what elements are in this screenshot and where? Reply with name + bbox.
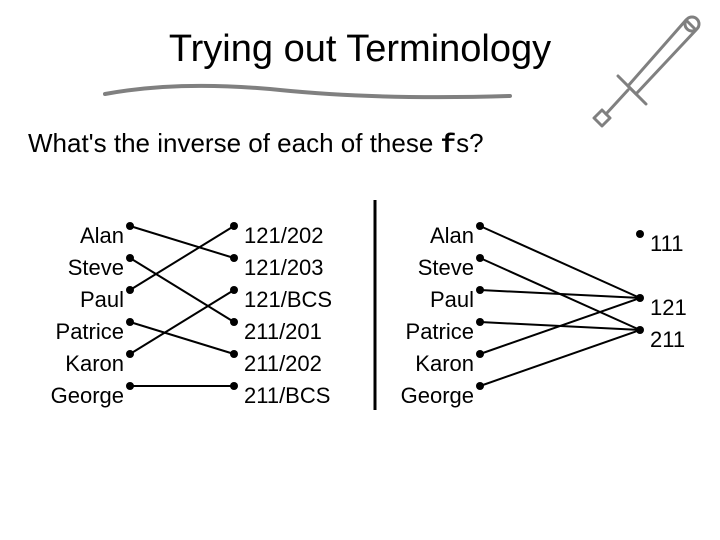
mapping-label: Steve xyxy=(68,252,124,284)
mapping-edge xyxy=(480,330,640,386)
mapping-edge xyxy=(480,290,640,298)
mapping-edge xyxy=(130,322,234,354)
mapping-dot xyxy=(476,254,484,262)
subtitle: What's the inverse of each of these fs? xyxy=(28,128,484,160)
mapping-dot xyxy=(126,222,134,230)
mapping-label: 211/201 xyxy=(244,316,322,348)
mapping-dot xyxy=(476,350,484,358)
mapping-label: Patrice xyxy=(56,316,124,348)
mapping-dot xyxy=(126,382,134,390)
mapping-dot xyxy=(476,286,484,294)
mapping-dot xyxy=(230,350,238,358)
mapping-dot xyxy=(230,318,238,326)
diagram-area: AlanStevePaulPatriceKaronGeorge121/20212… xyxy=(0,200,720,480)
mapping-label: George xyxy=(51,380,124,412)
mapping-label: 121/202 xyxy=(244,220,324,252)
subtitle-mono: f xyxy=(441,130,457,160)
mapping-label: Alan xyxy=(430,220,474,252)
mapping-label: Karon xyxy=(65,348,124,380)
subtitle-post: s? xyxy=(456,128,483,158)
mapping-label: 121/BCS xyxy=(244,284,332,316)
mapping-label: Alan xyxy=(80,220,124,252)
mapping-label: 211 xyxy=(650,324,685,356)
mapping-label: 121/203 xyxy=(244,252,324,284)
mapping-label: 121 xyxy=(650,292,687,324)
sword-icon xyxy=(588,8,708,138)
mapping-dot xyxy=(230,254,238,262)
mapping-dot xyxy=(476,382,484,390)
mapping-label: 211/202 xyxy=(244,348,322,380)
mapping-dot xyxy=(476,318,484,326)
mapping-label: Patrice xyxy=(406,316,474,348)
mapping-edge xyxy=(130,290,234,354)
mapping-dot xyxy=(126,350,134,358)
mapping-dot xyxy=(126,254,134,262)
mapping-label: Steve xyxy=(418,252,474,284)
mapping-edge xyxy=(480,226,640,298)
mapping-label: Paul xyxy=(80,284,124,316)
mapping-dot xyxy=(126,318,134,326)
mapping-label: 111 xyxy=(650,228,683,260)
mapping-dot xyxy=(126,286,134,294)
mapping-edge xyxy=(130,226,234,258)
mapping-label: Karon xyxy=(415,348,474,380)
mapping-dot xyxy=(636,230,644,238)
mapping-dot xyxy=(230,382,238,390)
mapping-dot xyxy=(230,222,238,230)
mapping-edge xyxy=(130,258,234,322)
mapping-dot xyxy=(636,326,644,334)
mapping-label: Paul xyxy=(430,284,474,316)
mapping-label: 211/BCS xyxy=(244,380,330,412)
subtitle-pre: What's the inverse of each of these xyxy=(28,128,441,158)
mapping-dot xyxy=(476,222,484,230)
mapping-edge xyxy=(480,298,640,354)
mapping-label: George xyxy=(401,380,474,412)
title-underline xyxy=(100,76,520,116)
mapping-dot xyxy=(230,286,238,294)
mapping-edge xyxy=(130,226,234,290)
mapping-dot xyxy=(636,294,644,302)
